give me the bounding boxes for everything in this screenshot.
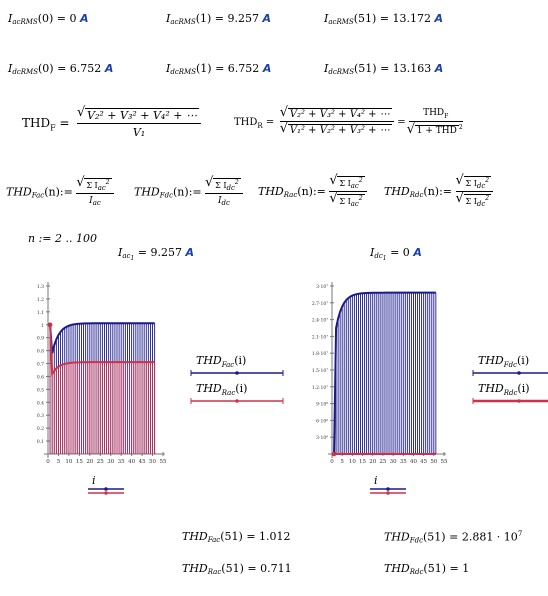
x-axis-label-right: i [374, 474, 378, 487]
x-tick-label: 25 [97, 459, 104, 465]
def-thd-fdc: THDFdc(n):= Σ Idc2 Idc [134, 175, 243, 207]
y-tick-label: 1.2·10⁷ [312, 385, 328, 391]
x-tick-label: 5 [340, 459, 344, 465]
result-iac-1: Iac1 = 9.257 A [118, 246, 195, 262]
y-tick-label: 2.4·10⁷ [312, 318, 328, 324]
x-tick-label: 30 [107, 459, 114, 465]
result-idc-1: Idc1 = 0 A [370, 246, 422, 262]
y-tick-label: 0.8 [37, 349, 44, 355]
x-tick-label: 25 [379, 459, 386, 465]
x-tick-label: 35 [118, 459, 125, 465]
result-iac-rms-0: IacRMS(0) = 0 A [8, 12, 89, 26]
x-tick-label: 0 [46, 459, 50, 465]
y-tick-label: 0.5 [37, 387, 44, 393]
x-tick-label: 10 [349, 459, 356, 465]
y-tick-label: 1.3 [37, 284, 44, 290]
legend-thd-rac: THDRac(i) [196, 382, 248, 398]
y-tick-label: 0.2 [37, 426, 44, 432]
x-tick-label: 50 [149, 459, 156, 465]
legend-thd-rdc: THDRdc(i) [478, 382, 530, 398]
x-tick-label: 45 [420, 459, 427, 465]
result-idc-rms-0: IdcRMS(0) = 6.752 A [8, 62, 114, 76]
y-tick-label: 2.7·10⁷ [312, 301, 328, 307]
y-tick-label: 0.4 [37, 400, 44, 406]
y-tick-label: 1.5·10⁷ [312, 368, 328, 374]
x-tick-label: 30 [390, 459, 397, 465]
def-thd-rdc: THDRdc(n):= Σ Idc2 Σ Idc2 [384, 173, 494, 208]
y-tick-label: 9·10⁶ [316, 402, 328, 408]
legend-line-thd-fac [190, 370, 284, 376]
x-tick-label: 20 [86, 459, 93, 465]
final-thd-fdc-51: THDFdc(51) = 2.881 · 107 [384, 530, 523, 545]
y-tick-label: 1.1 [37, 310, 44, 316]
y-tick-label: 1 [41, 323, 44, 329]
y-tick-label: 0.9 [37, 336, 44, 342]
x-legend-right [370, 487, 406, 495]
y-tick-label: 3·10⁷ [316, 284, 328, 290]
legend-line-thd-rac [190, 398, 284, 404]
x-tick-label: 55 [160, 459, 167, 465]
series-point [47, 322, 53, 327]
final-thd-rdc-51: THDRdc(51) = 1 [384, 562, 470, 576]
chart-thd-ac[interactable]: 0.10.20.30.40.50.60.70.80.911.11.21.30 5 1… [28, 278, 168, 468]
series-line [49, 324, 155, 377]
y-tick-label: 2.1·10⁷ [312, 334, 328, 340]
x-tick-label: 15 [76, 459, 83, 465]
y-tick-label: 0.6 [37, 374, 44, 380]
x-tick-label: 10 [65, 459, 72, 465]
final-thd-fac-51: THDFac(51) = 1.012 [182, 530, 291, 544]
range-definition: n := 2 .. 100 [28, 232, 97, 245]
series-point [331, 451, 337, 457]
y-tick-label: 6·10⁶ [316, 418, 328, 424]
result-iac-rms-51: IacRMS(51) = 13.172 A [324, 12, 443, 26]
x-legend-left [88, 487, 124, 495]
x-tick-label: 45 [139, 459, 146, 465]
x-tick-label: 50 [430, 459, 437, 465]
chart-thd-dc[interactable]: 3·10⁶ 6·10⁶ 9·10⁶ 1.2·10⁷ 1.5·10⁷ 1.8·10⁷ 2.1·… [298, 278, 448, 468]
x-tick-label: 40 [410, 459, 417, 465]
legend-line-thd-rdc [472, 398, 548, 404]
def-thd-rac: THDRac(n):= Σ Iac2 Σ Iac2 [258, 173, 367, 208]
legend-thd-fac: THDFac(i) [196, 354, 247, 370]
y-tick-label: 0.7 [37, 362, 44, 368]
y-tick-label: 1.8·10⁷ [312, 351, 328, 357]
y-tick-label: 1.2 [37, 297, 44, 303]
result-idc-rms-1: IdcRMS(1) = 6.752 A [166, 62, 272, 76]
def-thd-fac: THDFac(n):= Σ Iac2 Iac [6, 175, 114, 207]
thd-f-definition: THDF = V₂² + V₃² + V₄² + ⋯ V₁ [22, 105, 201, 139]
y-tick-label: 0.1 [37, 439, 44, 445]
legend-thd-fdc: THDFdc(i) [478, 354, 530, 370]
result-iac-rms-1: IacRMS(1) = 9.257 A [166, 12, 272, 26]
x-tick-label: 5 [57, 459, 61, 465]
legend-line-thd-fdc [472, 370, 548, 376]
x-tick-label: 35 [400, 459, 407, 465]
result-idc-rms-51: IdcRMS(51) = 13.163 A [324, 62, 444, 76]
y-tick-label: 3·10⁶ [316, 435, 328, 441]
series-line [333, 291, 436, 455]
final-thd-rac-51: THDRac(51) = 0.711 [182, 562, 292, 576]
x-tick-label: 20 [369, 459, 376, 465]
x-tick-label: 55 [441, 459, 448, 465]
x-tick-label: 0 [330, 459, 334, 465]
x-axis-label-left: i [92, 474, 96, 487]
x-tick-label: 15 [359, 459, 366, 465]
thd-r-definition: THDR = V₂² + V₃² + V₄² + ⋯ V₁² + V₂² + V… [234, 105, 463, 137]
series-line [49, 322, 155, 354]
y-tick-label: 0.3 [37, 413, 44, 419]
x-tick-label: 40 [128, 459, 135, 465]
